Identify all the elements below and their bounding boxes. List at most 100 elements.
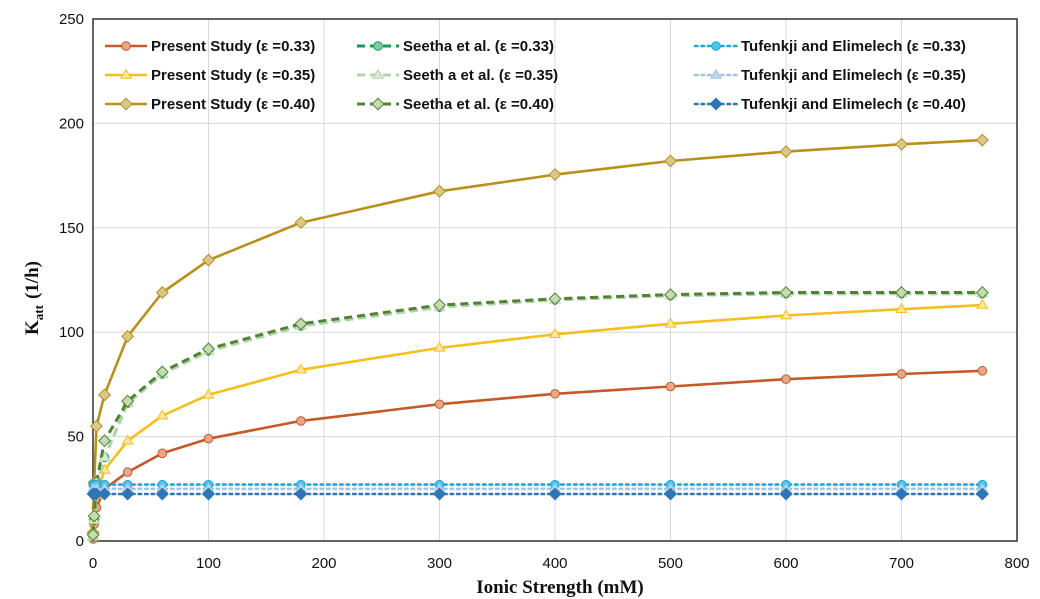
legend-entry: Seetha et al. (ε =0.33) <box>357 38 554 55</box>
series-line <box>91 138 983 533</box>
x-tick-label: 300 <box>427 555 452 572</box>
data-point <box>121 434 134 445</box>
legend-label: Tufenkji and Elimelech (ε =0.40) <box>741 96 966 113</box>
x-tick-label: 100 <box>196 555 221 572</box>
data-point <box>156 409 169 420</box>
y-axis-title-sub: att <box>31 304 46 320</box>
data-point <box>779 487 793 501</box>
data-point <box>203 433 214 444</box>
data-point <box>975 133 989 147</box>
y-tick-label: 50 <box>67 429 84 446</box>
data-point <box>895 487 908 501</box>
data-point <box>98 434 112 448</box>
data-point <box>664 288 677 302</box>
x-axis-title: Ionic Strength (mM) <box>476 577 643 598</box>
series-group <box>86 286 989 542</box>
legend-marker <box>371 97 385 111</box>
data-point <box>202 342 215 356</box>
data-point <box>664 154 677 168</box>
data-point <box>121 487 135 501</box>
series-group <box>86 487 989 501</box>
data-point <box>86 528 100 542</box>
legend-entry: Tufenkji and Elimelech (ε =0.33) <box>693 38 966 55</box>
y-tick-label: 200 <box>59 115 84 132</box>
series-line <box>91 292 983 537</box>
data-point <box>294 216 308 230</box>
legend-label: Tufenkji and Elimelech (ε =0.35) <box>741 67 966 84</box>
legend-marker <box>711 41 721 51</box>
data-point <box>121 394 135 408</box>
x-tick-label: 600 <box>773 555 798 572</box>
legend-marker <box>119 97 133 111</box>
x-tick-label: 800 <box>1004 555 1029 572</box>
legend-entry: Seetha et al. (ε =0.40) <box>357 96 554 113</box>
series-line <box>91 291 983 535</box>
data-point <box>548 292 562 306</box>
data-point <box>548 168 562 182</box>
legend-entry: Present Study (ε =0.35) <box>105 67 315 84</box>
data-point <box>202 388 215 399</box>
axis-titles: Ionic Strength (mM) Katt (1/h) <box>22 261 644 598</box>
data-point <box>665 381 676 392</box>
data-point <box>433 341 446 352</box>
data-point <box>896 369 907 379</box>
legend-entry: Tufenkji and Elimelech (ε =0.40) <box>693 96 966 113</box>
y-axis-title: Katt (1/h) <box>22 261 46 335</box>
data-point <box>294 317 308 331</box>
data-point <box>895 286 908 300</box>
legend-label: Tufenkji and Elimelech (ε =0.33) <box>741 38 966 55</box>
legend-label: Present Study (ε =0.35) <box>151 67 315 84</box>
data-point <box>975 286 989 300</box>
legend-marker <box>371 68 385 79</box>
data-point <box>779 286 793 300</box>
data-point <box>779 309 793 320</box>
legend-marker <box>121 41 131 51</box>
data-point <box>433 298 446 312</box>
legend-marker <box>709 68 723 79</box>
data-point <box>664 487 677 501</box>
data-point <box>548 487 562 501</box>
legend-label: Seeth a et al. (ε =0.35) <box>403 67 558 84</box>
plot-frame <box>92 18 1018 542</box>
data-point <box>976 298 989 309</box>
series-line <box>91 303 983 537</box>
x-tick-label: 700 <box>889 555 914 572</box>
series-layer <box>86 133 989 544</box>
data-point <box>434 399 445 410</box>
x-tick-label: 200 <box>311 555 336 572</box>
x-tick-label: 500 <box>658 555 683 572</box>
legend-layer: Present Study (ε =0.33) Present Study (ε … <box>105 38 966 113</box>
data-point <box>664 317 677 328</box>
data-point <box>975 487 989 501</box>
y-axis-title-main: K <box>22 320 43 335</box>
data-point <box>202 253 215 267</box>
y-tick-label: 250 <box>59 11 84 28</box>
data-point <box>550 389 560 399</box>
data-point <box>779 145 793 159</box>
x-tick-label: 0 <box>89 555 97 572</box>
legend-entry: Present Study (ε =0.33) <box>105 38 315 55</box>
series-group <box>88 366 988 544</box>
data-point <box>895 137 908 151</box>
series-group <box>86 298 989 541</box>
legend-label: Seetha et al. (ε =0.40) <box>403 96 554 113</box>
data-point <box>155 365 169 379</box>
legend-marker <box>119 68 133 79</box>
data-point <box>157 448 168 459</box>
data-point <box>155 487 169 501</box>
data-point <box>122 467 133 477</box>
series-line <box>91 292 983 537</box>
data-point <box>895 302 908 313</box>
data-point <box>548 328 562 339</box>
x-tick-label: 400 <box>542 555 567 572</box>
legend-label: Seetha et al. (ε =0.33) <box>403 38 554 55</box>
data-point <box>87 509 101 523</box>
data-point <box>98 487 112 501</box>
data-point <box>98 388 112 402</box>
data-point <box>202 487 215 501</box>
data-point <box>977 366 988 376</box>
series-group <box>88 288 988 542</box>
legend-entry: Tufenkji and Elimelech (ε =0.35) <box>693 67 966 84</box>
